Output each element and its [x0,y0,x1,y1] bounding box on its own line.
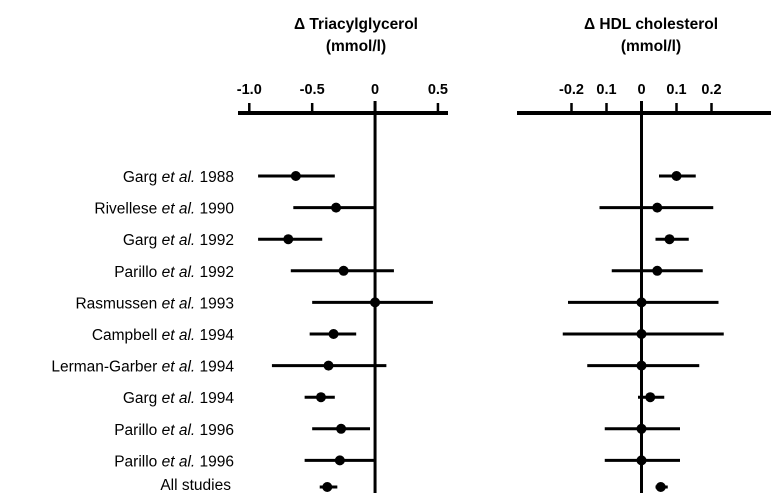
study-etal: et al. [162,169,196,186]
study-etal: et al. [162,327,196,344]
study-label: Campbell et al. 1994 [92,327,235,344]
study-year: 1994 [195,327,234,344]
study-etal: et al. [162,264,196,281]
study-name: Garg [123,390,162,407]
point-estimate [370,297,381,308]
point-estimate [652,202,663,213]
point-estimate [290,171,301,181]
study-etal: et al. [162,390,196,407]
study-label: Garg et al. 1992 [123,232,234,249]
study-labels: Garg et al. 1988 Rivellese et al. 1990 Gar… [51,169,234,493]
point-estimate [636,297,647,308]
hdl-cholesterol-panel: Δ HDL cholesterol (mmol/l) -0.2 0.1 0 0.1 0.2 [517,16,771,493]
study-name: Parillo [114,453,161,470]
study-label: Parillo et al. 1996 [114,422,234,439]
point-estimate [652,265,663,276]
study-year: 1992 [195,232,234,249]
x-tick-label: 0.2 [701,82,721,98]
study-etal: et al. [162,422,196,439]
point-estimate [636,329,647,339]
panel-title: Δ HDL cholesterol [584,16,718,33]
study-name: Garg [123,232,162,249]
x-tick-label: 0.5 [428,82,448,98]
study-etal: et al. [162,359,196,376]
x-tick-label: -0.2 [559,82,584,98]
triacylglycerol-panel: Δ Triacylglycerol (mmol/l) -1.0 -0.5 0 0.5 [237,16,448,493]
point-estimate [334,455,345,466]
panel-unit: (mmol/l) [621,38,681,55]
study-year: 1994 [195,390,234,407]
x-tick-label: 0 [371,82,379,98]
point-estimate [336,423,347,434]
study-etal: et al. [162,453,196,470]
point-estimate [323,360,334,371]
study-label: Garg et al. 1994 [123,390,235,407]
point-estimate [636,423,647,434]
study-label: Rasmussen et al. 1993 [75,295,234,312]
point-estimate [664,234,675,245]
x-tick-label: 0.1 [666,82,686,98]
x-tick-label: -1.0 [237,82,262,98]
point-estimate [636,360,647,371]
study-name: Parillo [114,264,161,281]
point-estimate [315,392,326,403]
study-etal: et al. [162,232,196,249]
x-tick-label: 0 [637,82,645,98]
point-estimate [331,202,342,213]
overall-label: All studies [160,477,231,493]
study-name: Rivellese [94,201,161,218]
study-name: Lerman-Garber [51,359,161,376]
study-year: 1994 [195,359,234,376]
study-label: Rivellese et al. 1990 [94,201,234,218]
study-label: Parillo et al. 1996 [114,453,234,470]
overall-point-estimate [322,482,333,492]
x-tick-label: -0.5 [300,82,325,98]
study-year: 1990 [195,201,234,218]
study-label: Garg et al. 1988 [123,169,234,186]
point-estimate [671,171,682,181]
study-year: 1996 [195,453,234,470]
study-label: Parillo et al. 1992 [114,264,234,281]
overall-point-estimate [655,482,666,492]
x-tick-label: 0.1 [596,82,616,98]
study-name: Campbell [92,327,162,344]
study-year: 1988 [195,169,234,186]
point-estimate [328,329,339,339]
study-year: 1992 [195,264,234,281]
point-estimate [338,265,349,276]
point-estimate [645,392,656,403]
study-year: 1996 [195,422,234,439]
point-estimate [636,455,647,466]
study-label: Lerman-Garber et al. 1994 [51,359,234,376]
study-year: 1993 [195,295,234,312]
study-name: Parillo [114,422,161,439]
study-etal: et al. [162,295,196,312]
study-etal: et al. [162,201,196,218]
study-name: Rasmussen [75,295,161,312]
study-name: Garg [123,169,162,186]
panel-title: Δ Triacylglycerol [294,16,418,33]
point-estimate [283,234,294,245]
panel-unit: (mmol/l) [326,38,386,55]
